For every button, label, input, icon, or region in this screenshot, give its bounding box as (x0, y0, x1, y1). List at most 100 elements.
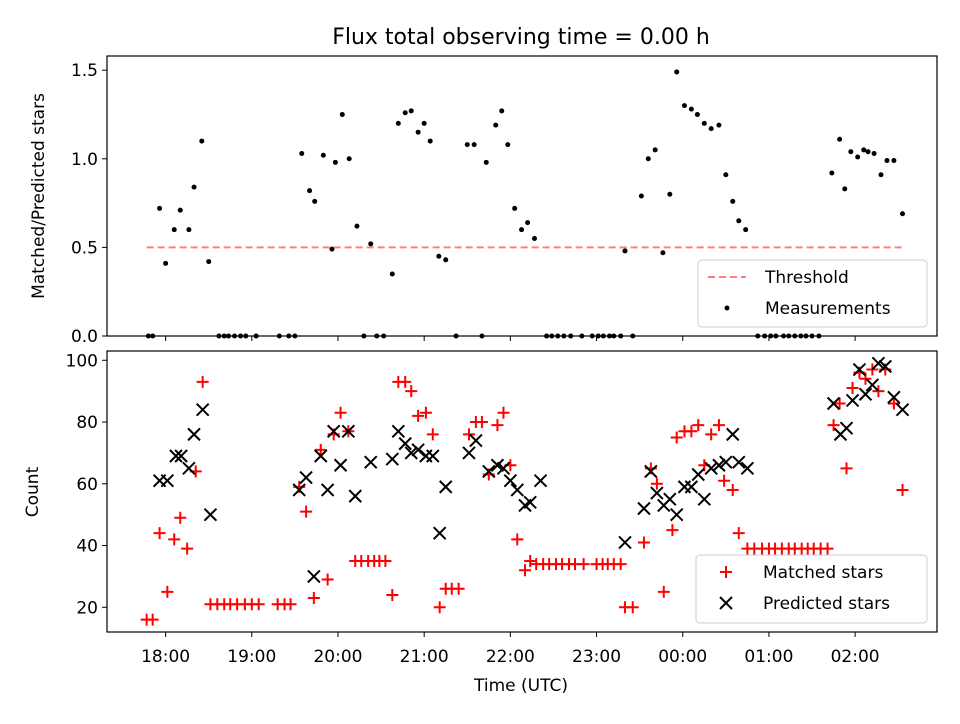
measurement-point (837, 136, 843, 142)
matched-star-point (866, 363, 879, 376)
measurement-point (163, 260, 169, 266)
measurement-point (354, 223, 360, 229)
bottom-y-axis-label: Count (23, 466, 43, 517)
matched-star-point (153, 527, 166, 540)
measurement-point (694, 111, 700, 117)
matched-star-point (334, 406, 347, 419)
measurement-point (471, 142, 477, 148)
bottom-y-tick-label: 60 (76, 475, 98, 495)
predicted-star-point (182, 461, 196, 476)
matched-star-point (614, 558, 627, 571)
measurement-point (667, 191, 673, 197)
predicted-star-point (469, 433, 483, 448)
measurement-point (865, 149, 871, 155)
matched-star-point (174, 511, 187, 524)
matched-star-point (846, 382, 859, 395)
measurement-point (499, 108, 505, 114)
measurement-point (688, 106, 694, 112)
bottom-x-tick-label: 00:00 (658, 647, 707, 667)
measurement-point (681, 103, 687, 109)
predicted-legend-swatch (719, 596, 733, 610)
measurement-point (346, 156, 352, 162)
top-axes-frame (106, 55, 938, 337)
bottom-y-ticks: 20 40 60 80 100 (66, 351, 107, 618)
matched-star-point (685, 425, 698, 438)
matched-star-point (314, 443, 327, 456)
bottom-x-tick-label: 22:00 (486, 647, 535, 667)
top-y-tick-label: 1.5 (71, 61, 98, 81)
predicted-star-point (404, 446, 418, 460)
matched-star-point (146, 613, 159, 626)
bottom-axes-frame (106, 350, 938, 633)
matched-star-point (896, 483, 909, 496)
matched-star-point (657, 585, 670, 598)
top-panel: Flux total observing time = 0.00 h Match… (29, 25, 938, 347)
matched-star-point (497, 406, 510, 419)
bottom-y-tick-label: 80 (76, 413, 98, 433)
measurement-point (320, 152, 326, 158)
measurement-point (389, 271, 395, 277)
predicted-star-point (348, 489, 362, 503)
predicted-star-point (684, 480, 699, 494)
measurement-point (871, 150, 877, 156)
top-panel-title: Flux total observing time = 0.00 h (332, 25, 710, 50)
matched-star-point (462, 428, 475, 441)
matched-star-point (433, 601, 446, 614)
predicted-star-point (398, 436, 412, 451)
matched-star-point (732, 527, 745, 540)
matched-star-point (321, 573, 334, 586)
matched-legend-swatch (720, 566, 732, 578)
threshold-legend-label: Threshold (764, 268, 849, 288)
predicted-star-point (187, 427, 201, 442)
predicted-star-point (826, 396, 841, 411)
measurement-point (464, 142, 470, 148)
measurement-point (402, 110, 408, 116)
matched-star-point (196, 375, 209, 388)
measurement-point (861, 147, 867, 153)
predicted-star-point (510, 483, 524, 497)
matched-star-point (399, 375, 412, 388)
measurement-point (408, 108, 414, 114)
measurement-point (436, 253, 442, 259)
measurement-point (191, 184, 197, 190)
measurement-point (638, 193, 644, 199)
measurement-point (339, 111, 345, 117)
matched-star-point (452, 582, 465, 595)
predicted-star-point (644, 464, 658, 479)
measurement-point (708, 126, 714, 132)
predicted-star-point (307, 569, 321, 584)
matched-star-point (626, 601, 639, 614)
measurement-point (512, 205, 518, 211)
measurement-point (299, 150, 305, 156)
measurement-point (652, 147, 658, 153)
measurement-point (884, 158, 890, 164)
predicted-star-point (712, 458, 726, 472)
measurement-point (329, 246, 335, 252)
matched-star-point (426, 428, 439, 441)
matched-star-point (307, 592, 320, 605)
measurement-point (186, 227, 192, 233)
predicted-legend-label: Predicted stars (763, 594, 890, 614)
matched-star-point (666, 524, 679, 537)
measurement-point (622, 248, 628, 254)
matched-star-point (419, 406, 432, 419)
measurement-point (743, 227, 749, 233)
measurement-point (645, 156, 651, 162)
measurement-point (848, 149, 854, 155)
matched-star-point (718, 474, 731, 487)
bottom-legend-box (695, 554, 928, 624)
predicted-star-point (845, 393, 860, 408)
predicted-star-point (719, 455, 733, 469)
predicted-star-point (169, 449, 183, 463)
measurement-point (878, 172, 884, 178)
predicted-star-point (523, 495, 537, 510)
measurement-point (157, 205, 163, 211)
matched-star-point (475, 416, 488, 429)
matched-star-point (872, 385, 885, 398)
measurement-point (177, 207, 183, 213)
predicted-star-point (432, 526, 447, 540)
predicted-star-point (670, 507, 684, 522)
predicted-star-point (618, 535, 632, 550)
measurement-point (483, 159, 489, 165)
